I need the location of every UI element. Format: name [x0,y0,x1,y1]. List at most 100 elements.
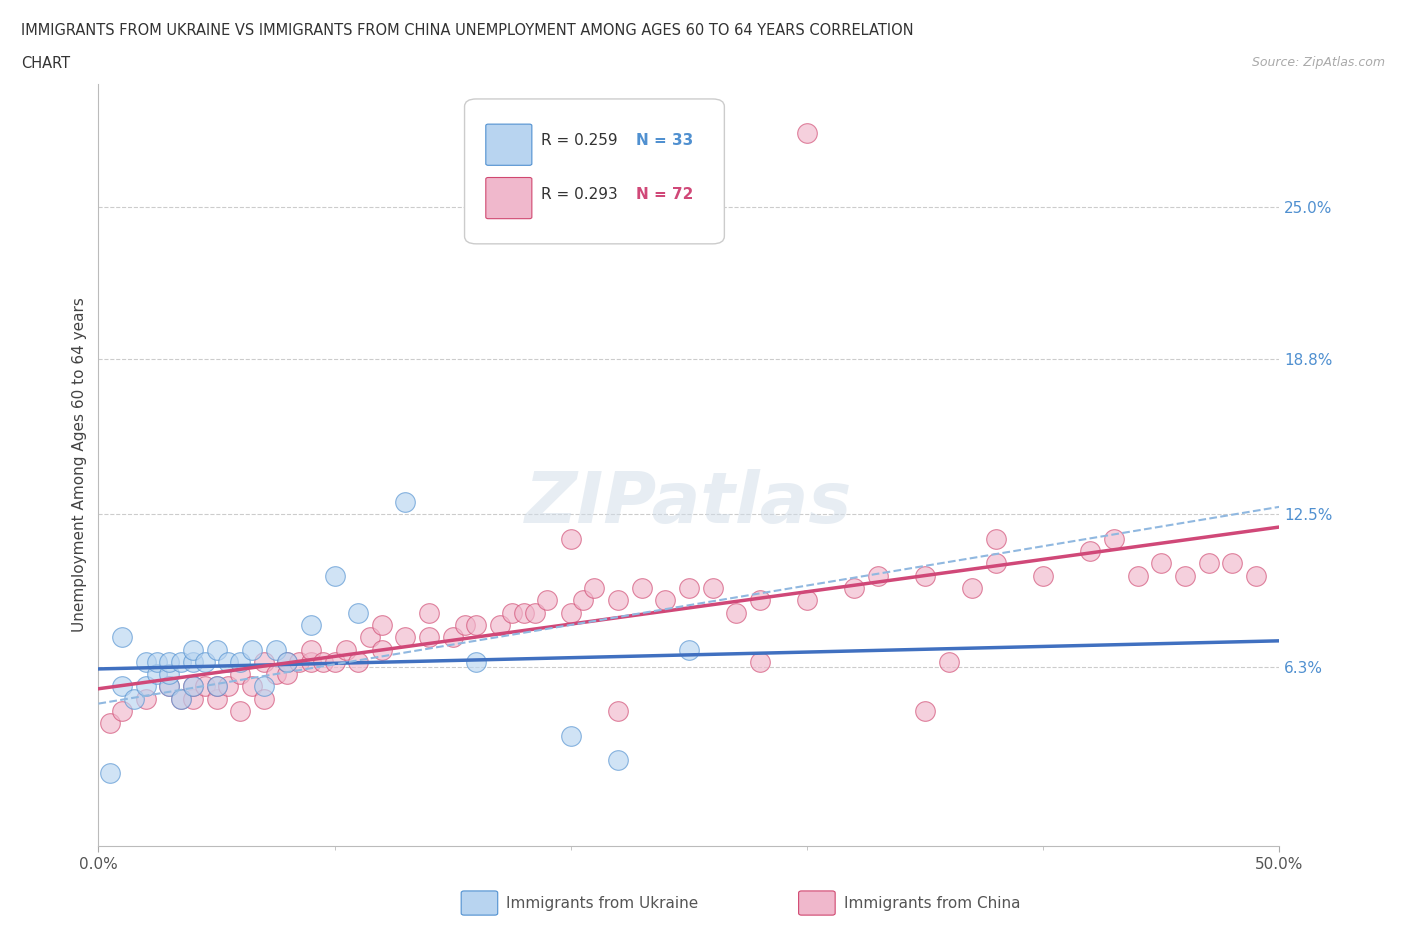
Point [276,655,298,670]
Point [347,655,370,670]
Point [264,667,287,682]
Point [253,691,276,706]
Point [465,618,488,632]
Point [194,679,217,694]
Point [240,642,263,657]
Point [512,605,534,620]
Point [276,655,298,670]
Text: N = 33: N = 33 [636,133,693,149]
Point [98,716,121,731]
Point [264,642,287,657]
Point [146,667,169,682]
Point [194,655,217,670]
Point [205,642,228,657]
Point [157,667,180,682]
Y-axis label: Unemployment Among Ages 60 to 64 years: Unemployment Among Ages 60 to 64 years [72,298,87,632]
Point [217,655,239,670]
Point [181,691,204,706]
Point [654,592,676,607]
Point [111,679,134,694]
Point [323,655,346,670]
Point [394,630,416,644]
Point [702,580,724,595]
Text: Immigrants from China: Immigrants from China [844,896,1021,910]
Point [725,605,748,620]
Point [1080,544,1102,559]
Point [418,630,440,644]
Point [560,531,582,546]
Point [170,691,193,706]
Point [240,679,263,694]
Point [1126,568,1149,583]
Point [418,605,440,620]
Point [607,704,630,719]
Point [1244,568,1267,583]
Point [205,691,228,706]
Point [678,580,700,595]
Point [205,679,228,694]
FancyBboxPatch shape [464,99,724,244]
Point [1150,556,1173,571]
Point [122,691,145,706]
Point [157,679,180,694]
Point [157,679,180,694]
Point [796,126,818,140]
Point [678,642,700,657]
Text: Source: ZipAtlas.com: Source: ZipAtlas.com [1251,56,1385,69]
Point [253,679,276,694]
Point [748,592,770,607]
Point [914,704,936,719]
Point [135,691,157,706]
Point [607,592,630,607]
Point [630,580,652,595]
Point [394,495,416,510]
Point [288,655,311,670]
Point [866,568,889,583]
Point [181,642,204,657]
Point [524,605,547,620]
Point [181,679,204,694]
Point [170,655,193,670]
Point [984,531,1007,546]
Point [323,568,346,583]
Point [984,556,1007,571]
Point [229,704,252,719]
Point [607,752,630,767]
Point [347,605,370,620]
Point [312,655,335,670]
Point [299,655,322,670]
Point [229,655,252,670]
Point [359,630,381,644]
Point [229,667,252,682]
Point [1198,556,1220,571]
Point [299,642,322,657]
Point [299,618,322,632]
Point [217,679,239,694]
FancyBboxPatch shape [486,124,531,166]
Point [371,618,394,632]
Point [453,618,475,632]
Point [560,728,582,743]
Text: N = 72: N = 72 [636,187,693,202]
Point [914,568,936,583]
Point [465,655,488,670]
Point [181,679,204,694]
Point [1174,568,1197,583]
Point [146,655,169,670]
Point [157,655,180,670]
Point [844,580,866,595]
Point [170,691,193,706]
Point [571,592,593,607]
Point [135,655,157,670]
Point [938,655,960,670]
Point [98,765,121,780]
Point [501,605,523,620]
Text: R = 0.259: R = 0.259 [541,133,617,149]
Point [489,618,512,632]
FancyBboxPatch shape [486,178,531,219]
Point [205,679,228,694]
Point [1102,531,1125,546]
Point [371,642,394,657]
Text: CHART: CHART [21,56,70,71]
Text: Immigrants from Ukraine: Immigrants from Ukraine [506,896,699,910]
